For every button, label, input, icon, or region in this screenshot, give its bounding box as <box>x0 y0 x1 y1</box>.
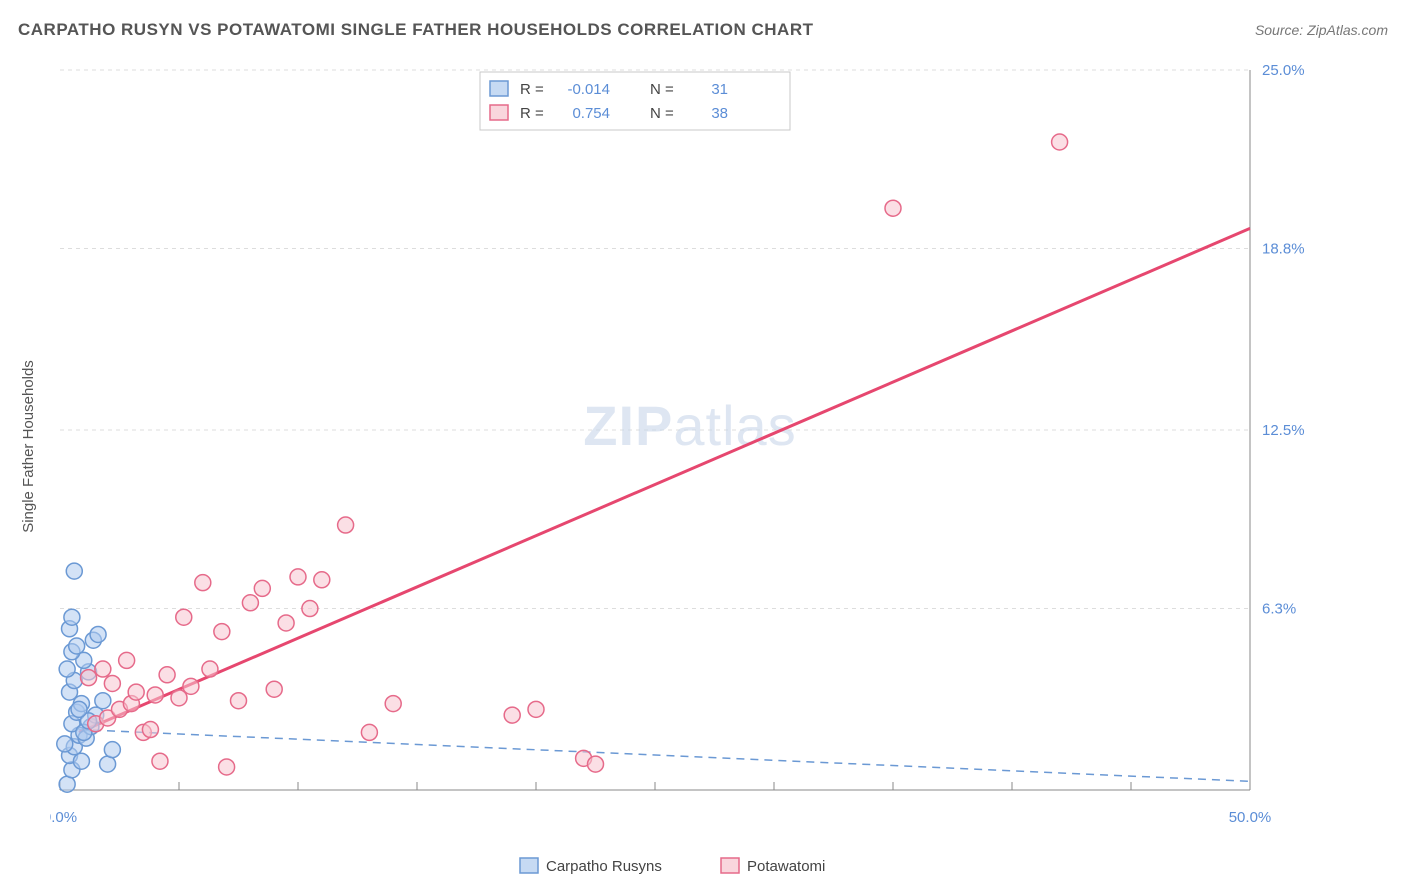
svg-text:ZIPatlas: ZIPatlas <box>583 394 796 457</box>
svg-text:N =: N = <box>650 105 674 122</box>
svg-text:18.8%: 18.8% <box>1262 241 1305 258</box>
svg-text:0.754: 0.754 <box>572 105 610 122</box>
bottom-legend: Carpatho Rusyns Potawatomi <box>0 852 1406 892</box>
svg-text:50.0%: 50.0% <box>1229 809 1272 826</box>
svg-text:-0.014: -0.014 <box>567 81 610 98</box>
plot-area: 0.0% 6.3% 12.5% 18.8% 25.0% 50.0% ZIPatlas R = -… <box>50 60 1330 830</box>
svg-text:R =: R = <box>520 81 544 98</box>
y-axis-label: Single Father Households <box>20 360 37 533</box>
svg-text:Potawatomi: Potawatomi <box>747 858 825 875</box>
svg-text:Carpatho Rusyns: Carpatho Rusyns <box>546 858 662 875</box>
svg-text:6.3%: 6.3% <box>1262 601 1296 618</box>
svg-text:31: 31 <box>711 81 728 98</box>
svg-text:R =: R = <box>520 105 544 122</box>
chart-svg: 0.0% 6.3% 12.5% 18.8% 25.0% 50.0% ZIPatlas R = -… <box>50 60 1330 830</box>
svg-text:12.5%: 12.5% <box>1262 422 1305 439</box>
svg-text:25.0%: 25.0% <box>1262 62 1305 79</box>
svg-text:N =: N = <box>650 81 674 98</box>
source-label: Source: ZipAtlas.com <box>1255 22 1388 38</box>
header: CARPATHO RUSYN VS POTAWATOMI SINGLE FATH… <box>18 20 1388 40</box>
y-axis-label-wrap: Single Father Households <box>18 0 38 892</box>
source-prefix: Source: <box>1255 22 1307 38</box>
chart-title: CARPATHO RUSYN VS POTAWATOMI SINGLE FATH… <box>18 20 813 40</box>
svg-text:38: 38 <box>711 105 728 122</box>
svg-text:0.0%: 0.0% <box>50 809 77 826</box>
source-value: ZipAtlas.com <box>1307 22 1388 38</box>
